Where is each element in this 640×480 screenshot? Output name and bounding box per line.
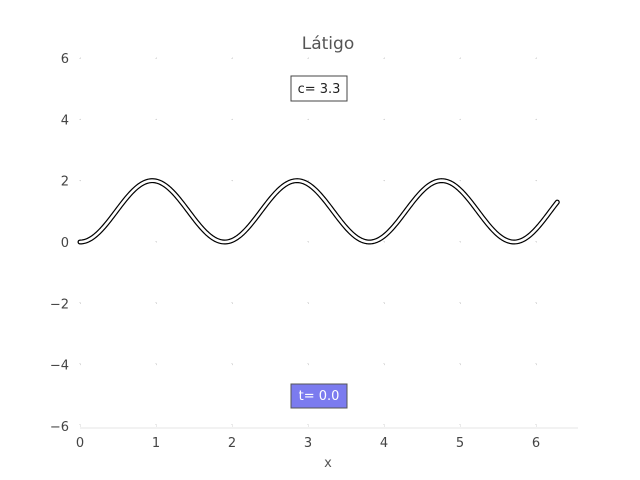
time-box: t= 0.0: [290, 383, 348, 409]
y-tick-label: −6: [50, 420, 69, 435]
y-tick-label: 6: [61, 52, 69, 67]
y-tick-label: −2: [50, 297, 69, 312]
x-tick-label: 1: [152, 436, 160, 451]
x-tick-label: 2: [228, 436, 236, 451]
parameter-box: c= 3.3: [290, 75, 348, 102]
grid: [79, 57, 578, 428]
x-axis-ticks: 0 1 2 3 4 5 6: [76, 436, 540, 451]
data-line-outer: [77, 178, 560, 245]
parameter-box-frame: [290, 75, 348, 102]
y-tick-label: −4: [50, 359, 69, 374]
x-tick-label: 6: [532, 436, 540, 451]
y-tick-label: 4: [61, 113, 69, 128]
y-axis-ticks: 6 4 2 0 −2 −4 −6: [50, 52, 69, 435]
chart-title: Látigo: [302, 34, 354, 54]
data-line-inner: [78, 179, 559, 244]
parameter-label: c= 3.3: [298, 82, 341, 97]
x-axis-label: x: [324, 456, 332, 471]
x-tick-label: 4: [380, 436, 388, 451]
data-line-series: [77, 178, 560, 245]
x-tick-label: 5: [456, 436, 464, 451]
x-tick-label: 0: [76, 436, 84, 451]
time-label: t= 0.0: [299, 389, 340, 404]
y-tick-label: 0: [61, 236, 69, 251]
time-box-frame: [290, 383, 348, 409]
x-tick-label: 3: [304, 436, 312, 451]
y-tick-label: 2: [61, 175, 69, 190]
